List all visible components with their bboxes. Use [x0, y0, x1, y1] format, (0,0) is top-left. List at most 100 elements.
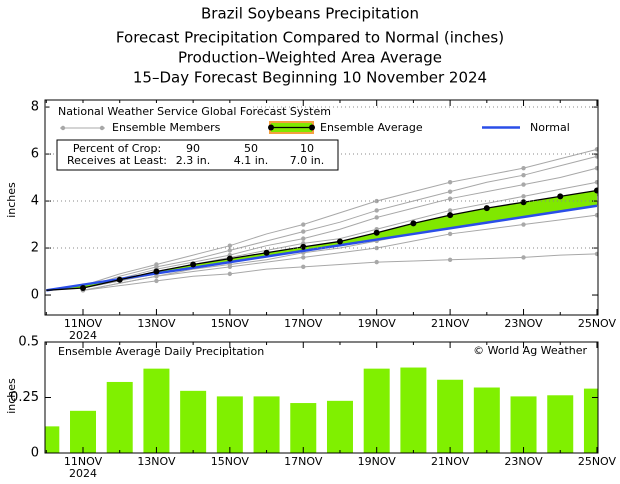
average-point: [263, 249, 270, 256]
ensemble-member-point: [374, 215, 379, 220]
chart-subtitle: Production–Weighted Area Average: [178, 49, 442, 67]
x-year-label: 2024: [69, 467, 97, 480]
ensemble-member-point: [594, 251, 598, 257]
bar: [473, 387, 500, 453]
legend-box: [50, 103, 250, 137]
bar: [143, 368, 170, 453]
overlay: 0 2 4 6 8 11NOV 13NOV 15NOV 17NOV 19NOV 21NOV 23NOV…: [10, 99, 617, 480]
bar: [510, 396, 537, 453]
ensemble-member-line: [82, 253, 597, 291]
x-tick-label: 23NOV: [504, 455, 543, 468]
ensemble-member-point: [227, 243, 233, 248]
chart-subtitle: Forecast Precipitation Compared to Norma…: [116, 29, 504, 47]
legend-swatch: [60, 125, 66, 131]
crop-table-value: 7.0 in.: [290, 154, 325, 167]
plot-frame: [44, 341, 599, 454]
legend-title: National Weather Service Global Forecast…: [58, 105, 331, 118]
crop-table-value: 2.3 in.: [176, 154, 211, 167]
x-tick-label: 23NOV: [504, 317, 543, 330]
x-tick-label: 19NOV: [358, 317, 397, 330]
ensemble-member-point: [447, 180, 453, 185]
chart-title: Ensemble Average Daily Precipitation: [58, 345, 264, 358]
average-point: [410, 220, 417, 227]
ensemble-member-point: [521, 255, 526, 260]
ensemble-member-point: [594, 154, 598, 159]
ensemble-member-point: [301, 264, 306, 270]
bar: [547, 395, 574, 453]
x-tick-label: 11NOV: [64, 317, 103, 330]
y-tick-label: 0.25: [10, 390, 39, 405]
ensemble-member-point: [447, 189, 453, 194]
y-tick-label: 0: [31, 446, 39, 461]
x-tick-label: 17NOV: [284, 317, 323, 330]
average-point: [153, 268, 160, 275]
bar: [363, 368, 390, 453]
ensemble-member-point: [594, 147, 598, 152]
plot-frame: [44, 99, 599, 316]
crop-table-label: Receives at Least:: [67, 154, 167, 167]
average-point: [336, 238, 343, 245]
ensemble-member-point: [374, 198, 379, 204]
average-point: [80, 284, 87, 291]
ensemble-member-point: [301, 236, 306, 241]
bar: [253, 396, 280, 453]
ensemble-member-point: [374, 245, 379, 251]
x-tick-label: 17NOV: [284, 455, 323, 468]
crop-table-box: [56, 139, 339, 171]
ensemble-member-point: [227, 264, 233, 270]
crop-table-label: Percent of Crop:: [73, 142, 161, 155]
ensemble-member-point: [521, 165, 526, 171]
x-tick-label: 19NOV: [358, 455, 397, 468]
average-point: [190, 261, 197, 268]
ensemble-member-point: [521, 194, 526, 199]
bar: [400, 367, 427, 453]
ensemble-member-point: [594, 180, 598, 185]
chart-subtitle: 15–Day Forecast Beginning 10 November 20…: [133, 69, 487, 87]
ensemble-member-point: [594, 165, 598, 171]
ensemble-member-point: [521, 172, 526, 178]
crop-table-value: 90: [186, 142, 200, 155]
ensemble-member-line: [82, 155, 598, 289]
crop-table-value: 4.1 in.: [234, 154, 269, 167]
ensemble-member-point: [447, 208, 453, 213]
average-point: [483, 205, 490, 212]
ensemble-member-point: [154, 274, 159, 279]
legend-label: Ensemble Members: [112, 121, 221, 134]
x-year-label: 2024: [69, 329, 97, 342]
x-tick-label: 13NOV: [137, 317, 176, 330]
crop-table-value: 50: [244, 142, 258, 155]
ensemble-member-point: [374, 208, 379, 213]
bar: [437, 379, 464, 453]
average-point: [593, 187, 598, 194]
x-tick-label: 25NOV: [578, 455, 617, 468]
legend-label: Ensemble Average: [320, 121, 423, 134]
average-point: [226, 255, 233, 262]
legend-label: Normal: [530, 121, 570, 134]
ensemble-member-point: [154, 278, 159, 284]
ensemble-member-point: [374, 259, 379, 265]
y-axis-label: inches: [5, 182, 18, 218]
ensemble-member-point: [301, 222, 306, 227]
legend-swatch: [268, 124, 274, 131]
x-tick-label: 21NOV: [431, 455, 470, 468]
ensemble-member-point: [447, 257, 453, 262]
legend-swatch: [309, 124, 315, 131]
average-point: [557, 193, 564, 200]
ensemble-member-point: [521, 182, 526, 187]
bar: [45, 426, 60, 453]
x-tick-label: 21NOV: [431, 317, 470, 330]
bar: [583, 388, 598, 453]
ensemble-member-line: [82, 148, 598, 287]
average-point: [116, 276, 123, 283]
plot-area: [45, 367, 598, 453]
chart-title: Brazil Soybeans Precipitation: [201, 5, 419, 23]
ensemble-member-line: [82, 214, 598, 291]
ensemble-member-point: [227, 271, 233, 277]
ensemble-member-line: [82, 167, 598, 289]
average-point: [300, 243, 307, 250]
bar: [70, 410, 97, 453]
x-tick-label: 13NOV: [137, 455, 176, 468]
y-tick-label: 8: [31, 100, 39, 115]
x-tick-label: 15NOV: [211, 317, 250, 330]
